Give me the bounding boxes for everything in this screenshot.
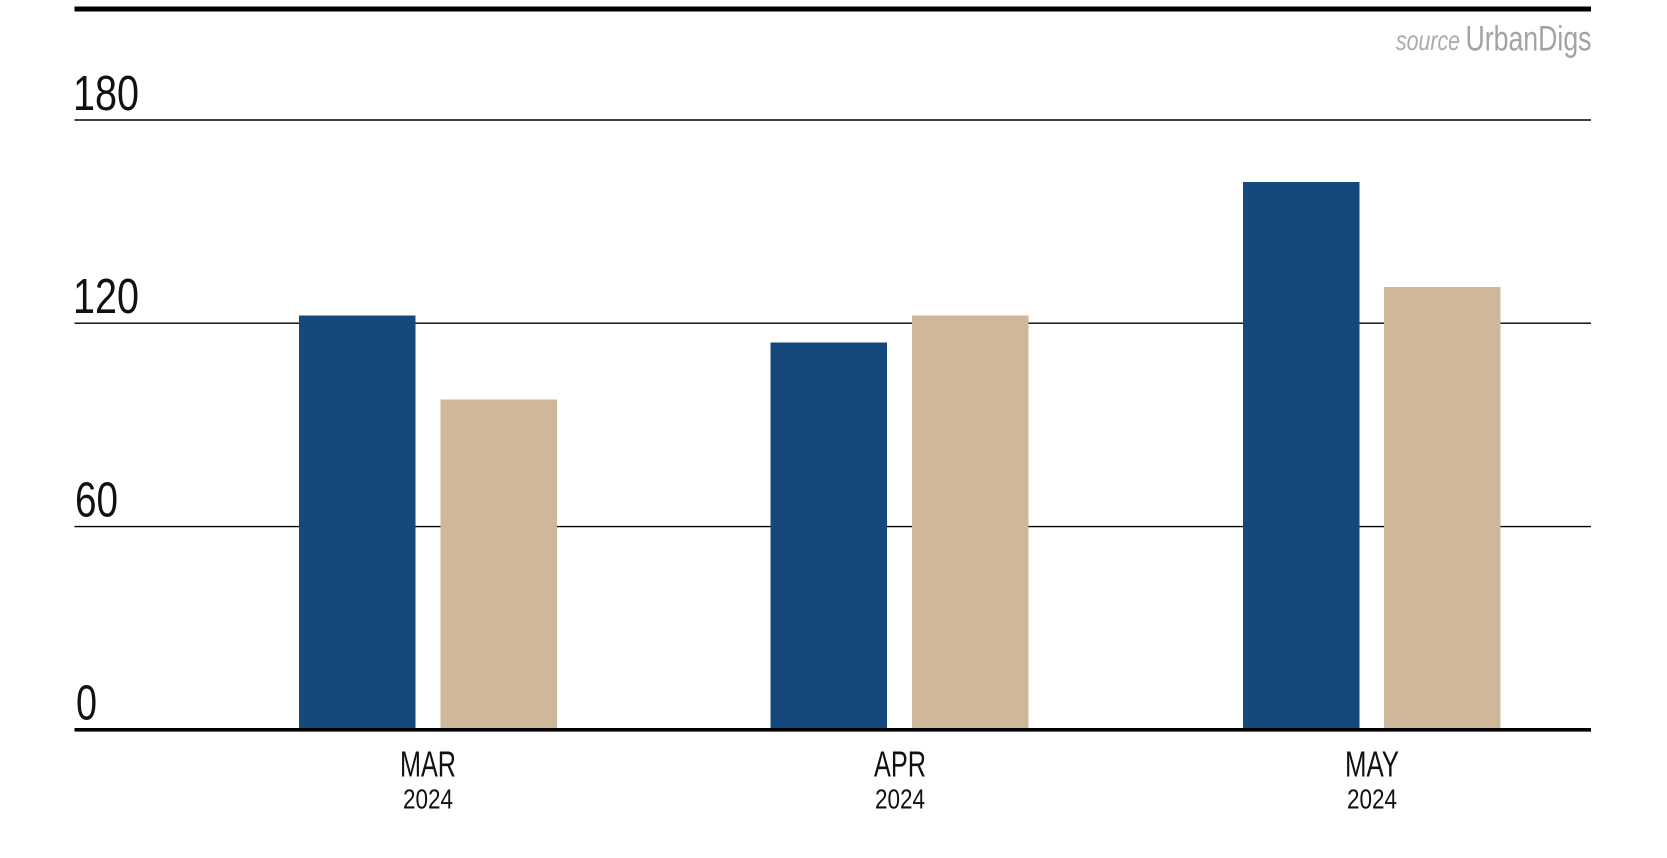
svg-text:0: 0 — [76, 675, 97, 730]
svg-text:UrbanDigs: UrbanDigs — [1466, 19, 1592, 58]
svg-text:source: source — [1396, 25, 1460, 56]
svg-text:60: 60 — [75, 472, 118, 527]
svg-text:MAY: MAY — [1345, 743, 1399, 784]
svg-text:2024: 2024 — [875, 783, 925, 814]
svg-text:120: 120 — [73, 269, 139, 324]
svg-text:APR: APR — [874, 743, 926, 784]
svg-text:180: 180 — [73, 66, 139, 121]
svg-text:2024: 2024 — [1347, 783, 1397, 814]
svg-text:2024: 2024 — [403, 783, 453, 814]
svg-text:MAR: MAR — [400, 743, 456, 784]
